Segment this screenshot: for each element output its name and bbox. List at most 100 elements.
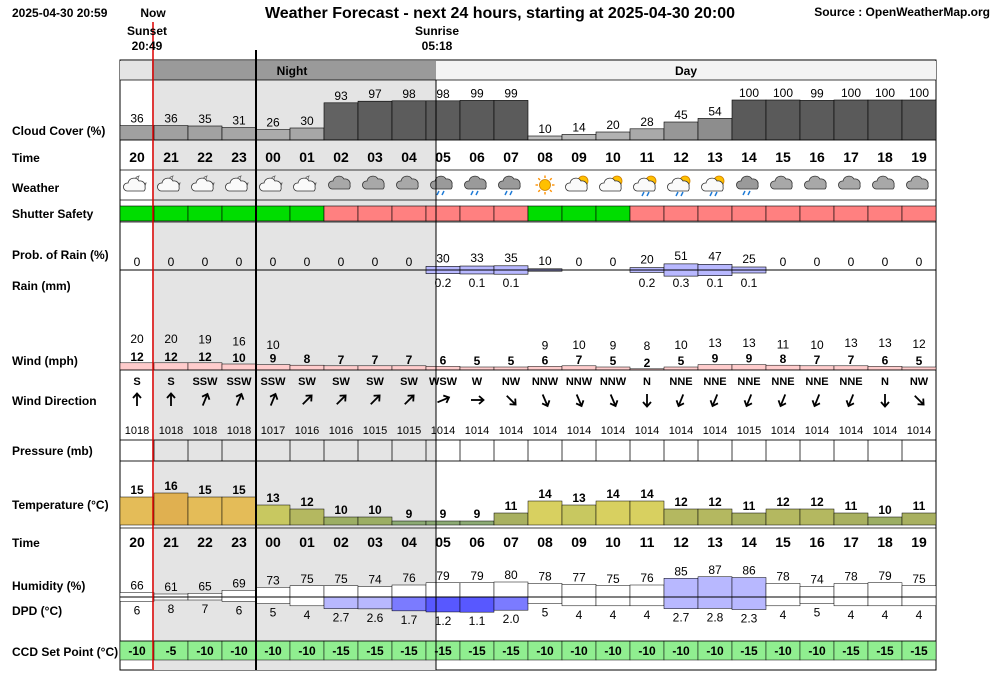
wind-dir-label: N (881, 376, 889, 388)
dpd-value: 4 (644, 608, 651, 622)
wind-gust-value: 12 (912, 337, 926, 351)
sun-ray (549, 177, 553, 181)
cloud-value: 99 (470, 86, 484, 100)
wind-speed-value: 6 (440, 353, 447, 367)
dpd-value: 7 (202, 602, 209, 616)
temperature-bar (221, 496, 257, 526)
humidity-bar (799, 586, 835, 598)
rain-prob-value: 0 (304, 255, 311, 269)
wind-speed-value: 5 (474, 354, 481, 368)
humidity-value: 75 (912, 572, 926, 586)
wind-speed-value: 8 (304, 352, 311, 366)
cloud-shape (667, 177, 690, 192)
humidity-bar (731, 577, 767, 598)
cloud-shape (293, 177, 316, 192)
arrow-shaft (370, 395, 380, 405)
row-label-cloud: Cloud Cover (%) (12, 124, 105, 138)
temperature-value: 11 (845, 499, 858, 513)
humidity-value: 77 (572, 570, 586, 584)
temperature-value: 12 (810, 495, 824, 509)
rain-prob-value: 0 (814, 255, 821, 269)
hour-label-bottom: 19 (911, 534, 927, 550)
source-label: Source : OpenWeatherMap.org (814, 5, 990, 19)
humidity-bar (187, 593, 223, 598)
temperature-bar (629, 500, 665, 526)
shutter-unsafe-cell (765, 205, 801, 222)
arrow-head (305, 394, 313, 402)
wind-gust-value: 10 (810, 338, 824, 352)
wind-speed-bar (119, 362, 155, 371)
hour-label: 07 (503, 149, 519, 165)
wind-gust-value: 9 (542, 339, 549, 353)
row-label-weather: Weather (12, 181, 59, 195)
wind-dir-label: N (643, 376, 651, 388)
humidity-value: 79 (470, 569, 484, 583)
rain-icon (736, 175, 759, 196)
humidity-bar (867, 582, 903, 598)
pressure-value: 1014 (465, 425, 489, 437)
temperature-value: 13 (266, 491, 280, 505)
cloud-value: 45 (674, 108, 688, 122)
cloudy-icon (770, 175, 793, 190)
row-label-rain-prob: Prob. of Rain (%) (12, 248, 109, 262)
cloudy-icon (804, 175, 827, 190)
cloud-shape (362, 175, 385, 190)
ccd-value: -10 (604, 644, 622, 658)
rain-drop (680, 191, 684, 197)
wind-speed-bar (187, 362, 223, 371)
dpd-bar (799, 596, 835, 604)
cloud-shape (157, 177, 180, 192)
shutter-safe-cell (153, 205, 189, 222)
dpd-bar (595, 596, 631, 607)
dpd-value: 6 (236, 603, 243, 617)
temperature-value: 12 (674, 495, 688, 509)
temperature-bar (187, 496, 223, 526)
shutter-unsafe-cell (833, 205, 869, 222)
shutter-safe-cell (561, 205, 597, 222)
dpd-bar (527, 596, 563, 604)
hour-label-bottom: 15 (775, 534, 791, 550)
rain-prob-value: 51 (674, 249, 688, 263)
shutter-unsafe-cell (493, 205, 529, 222)
rain-prob-value: 20 (640, 253, 654, 267)
row-label-pressure: Pressure (mb) (12, 444, 93, 458)
hour-label: 11 (640, 149, 655, 165)
shutter-unsafe-cell (629, 205, 665, 222)
humidity-value: 80 (504, 568, 518, 582)
night-partly-cloudy-icon (191, 175, 215, 192)
wind-dir-label: NNW (566, 376, 593, 388)
pressure-value: 1017 (261, 425, 285, 437)
arrow-head (235, 392, 245, 400)
dpd-value: 4 (304, 608, 311, 622)
wind-dir-label: W (472, 376, 483, 388)
ccd-value: -10 (774, 644, 792, 658)
wind-dir-label: NNE (805, 376, 828, 388)
partly-cloudy-icon (599, 175, 623, 192)
arrow-head (509, 398, 517, 406)
ccd-value: -15 (740, 644, 758, 658)
cloud-value: 93 (334, 89, 348, 103)
sun-ray (537, 189, 541, 193)
shutter-safe-cell (187, 205, 223, 222)
ccd-value: -10 (298, 644, 316, 658)
cloud-value: 98 (436, 87, 450, 101)
pressure-value: 1018 (227, 425, 251, 437)
sun-ray (549, 189, 553, 193)
shutter-unsafe-cell (867, 205, 903, 222)
arrow-head (845, 400, 855, 408)
dpd-value: 1.1 (469, 614, 486, 628)
arrow-head (709, 400, 719, 408)
cloud-value: 31 (232, 114, 246, 128)
wind-gust-value: 11 (777, 337, 790, 351)
rain-drop (475, 190, 479, 196)
cloud-value: 100 (875, 86, 895, 100)
arrow-head (642, 401, 652, 408)
dpd-value: 1.7 (401, 613, 418, 627)
arrow-shaft (813, 394, 821, 406)
cloud-shape (464, 175, 487, 190)
rain-prob-value: 25 (742, 252, 756, 266)
wind-speed-value: 8 (780, 352, 787, 366)
humidity-bar (119, 592, 155, 598)
ccd-value: -15 (502, 644, 520, 658)
wind-arrow (541, 394, 551, 408)
